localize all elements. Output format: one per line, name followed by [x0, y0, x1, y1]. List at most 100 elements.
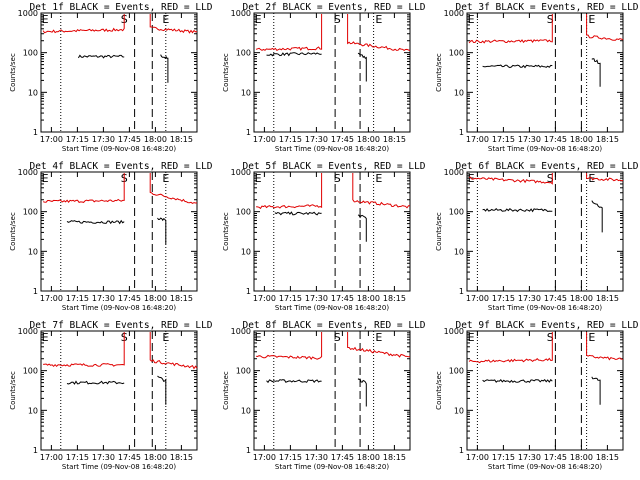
panel-title: Det 7f BLACK = Events, RED = LLD	[29, 320, 212, 331]
x-axis-label: Start Time (09-Nov-08 16:48:20)	[488, 463, 602, 471]
detector-panel: Det 2f BLACK = Events, RED = LLD 1 10 100 10…	[222, 2, 426, 153]
plot-frame	[466, 330, 624, 451]
y-tick-label: 100	[449, 208, 464, 217]
x-tick-label: 17:15	[279, 135, 302, 144]
x-tick-label: 18:15	[383, 135, 406, 144]
x-tick-label: 17:15	[66, 453, 89, 462]
panel-title: Det 1f BLACK = Events, RED = LLD	[29, 2, 212, 13]
event-marker-label: S	[547, 331, 554, 344]
x-tick-label: 17:15	[66, 294, 89, 303]
x-tick-label: 17:45	[544, 294, 567, 303]
plot-frame	[466, 12, 624, 133]
x-tick-label: 17:45	[331, 135, 354, 144]
x-tick-label: 18:15	[596, 453, 619, 462]
x-tick-label: 17:30	[92, 453, 115, 462]
x-axis-label: Start Time (09-Nov-08 16:48:20)	[488, 304, 602, 312]
x-tick-label: 18:15	[596, 135, 619, 144]
x-tick-label: 17:45	[118, 294, 141, 303]
event-marker-label: E	[375, 172, 382, 185]
event-marker-label: E	[255, 331, 262, 344]
x-tick-label: 17:15	[492, 294, 515, 303]
events-rate-line	[591, 58, 601, 87]
detector-panel: Det 6f BLACK = Events, RED = LLD 1 10 100 10…	[435, 161, 639, 312]
y-tick-label: 1000	[18, 168, 38, 177]
y-axis-label: Counts/sec	[435, 212, 443, 251]
events-rate-line	[66, 219, 125, 225]
events-rate-line	[357, 52, 367, 82]
x-tick-label: 17:15	[66, 135, 89, 144]
detector-panel: Det 1f BLACK = Events, RED = LLD 1 10 100 10…	[9, 2, 213, 153]
plot-frame	[253, 12, 411, 133]
event-marker-label: E	[375, 331, 382, 344]
x-tick-label: 18:00	[144, 294, 167, 303]
y-tick-label: 1000	[444, 9, 464, 18]
y-tick-label: 100	[236, 367, 251, 376]
x-tick-label: 17:00	[40, 294, 63, 303]
y-tick-label: 1	[246, 128, 251, 137]
lld-rate-line	[43, 332, 125, 368]
event-marker-label: E	[588, 13, 595, 26]
y-tick-label: 100	[23, 49, 38, 58]
lld-rate-line	[42, 173, 125, 204]
events-rate-line	[77, 54, 125, 59]
y-tick-label: 100	[236, 208, 251, 217]
events-rate-line	[357, 378, 367, 407]
x-tick-label: 17:15	[492, 135, 515, 144]
x-tick-label: 17:30	[518, 135, 541, 144]
x-tick-label: 17:30	[92, 294, 115, 303]
detector-panel: Det 5f BLACK = Events, RED = LLD 1 10 100 10…	[222, 161, 426, 312]
x-tick-label: 17:15	[279, 294, 302, 303]
lld-rate-line	[149, 173, 198, 204]
x-axis-label: Start Time (09-Nov-08 16:48:20)	[275, 463, 389, 471]
event-marker-label: E	[42, 331, 49, 344]
detector-panel: Det 7f BLACK = Events, RED = LLD 1 10 100 10…	[9, 320, 213, 471]
lld-rate-line	[586, 332, 624, 361]
x-axis-label: Start Time (09-Nov-08 16:48:20)	[275, 145, 389, 153]
x-tick-label: 18:00	[357, 294, 380, 303]
events-rate-line	[266, 379, 322, 384]
y-tick-label: 100	[23, 367, 38, 376]
y-tick-label: 10	[241, 88, 251, 97]
events-rate-line	[160, 54, 169, 83]
x-tick-label: 18:15	[170, 294, 193, 303]
lld-rate-line	[347, 14, 411, 52]
lld-rate-line	[468, 332, 553, 364]
y-tick-label: 10	[28, 247, 38, 256]
y-axis-label: Counts/sec	[222, 212, 230, 251]
event-marker-label: E	[162, 13, 169, 26]
x-tick-label: 17:45	[118, 135, 141, 144]
x-tick-label: 17:45	[118, 453, 141, 462]
x-tick-label: 17:45	[544, 453, 567, 462]
event-marker-label: E	[255, 172, 262, 185]
plot-frame	[40, 12, 198, 133]
x-tick-label: 17:30	[518, 453, 541, 462]
x-tick-label: 17:45	[331, 294, 354, 303]
y-tick-label: 10	[28, 406, 38, 415]
events-rate-line	[266, 52, 322, 57]
events-rate-line	[482, 378, 553, 383]
y-tick-label: 100	[449, 367, 464, 376]
y-tick-label: 1000	[444, 168, 464, 177]
x-tick-label: 17:15	[492, 453, 515, 462]
lld-rate-line	[347, 332, 411, 358]
x-tick-label: 17:30	[518, 294, 541, 303]
events-rate-line	[482, 208, 553, 213]
x-tick-label: 17:00	[466, 294, 489, 303]
y-tick-label: 10	[241, 406, 251, 415]
x-tick-label: 17:45	[544, 135, 567, 144]
x-tick-label: 18:00	[570, 294, 593, 303]
y-tick-label: 10	[454, 406, 464, 415]
events-rate-line	[157, 217, 167, 245]
panel-title: Det 2f BLACK = Events, RED = LLD	[242, 2, 425, 13]
events-rate-line	[274, 211, 322, 216]
events-rate-line	[157, 375, 167, 405]
x-tick-label: 17:00	[40, 135, 63, 144]
x-tick-label: 17:00	[466, 135, 489, 144]
y-tick-label: 10	[454, 247, 464, 256]
x-axis-label: Start Time (09-Nov-08 16:48:20)	[62, 145, 176, 153]
panel-title: Det 4f BLACK = Events, RED = LLD	[29, 161, 212, 172]
y-tick-label: 1000	[18, 9, 38, 18]
event-marker-label: S	[334, 13, 341, 26]
lld-rate-line	[255, 14, 323, 52]
x-tick-label: 17:00	[40, 453, 63, 462]
